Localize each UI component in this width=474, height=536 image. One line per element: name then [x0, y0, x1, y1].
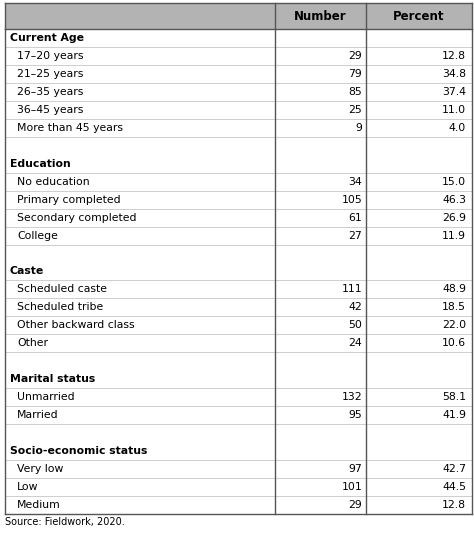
Bar [5, 173, 472, 191]
Text: 37.4: 37.4 [442, 87, 466, 97]
Text: Primary completed: Primary completed [17, 195, 120, 205]
Text: No education: No education [17, 177, 90, 187]
Text: Education: Education [10, 159, 71, 169]
Text: 9: 9 [355, 123, 362, 133]
Bar [5, 209, 472, 227]
Bar [5, 137, 472, 155]
Text: 97: 97 [348, 464, 362, 474]
Text: 26.9: 26.9 [442, 213, 466, 222]
Text: 17–20 years: 17–20 years [17, 51, 83, 61]
Text: 12.8: 12.8 [442, 500, 466, 510]
Bar [5, 65, 472, 83]
Bar [5, 29, 472, 47]
Text: Percent: Percent [393, 10, 445, 23]
Bar [5, 280, 472, 299]
Text: 44.5: 44.5 [442, 482, 466, 492]
Text: 79: 79 [348, 69, 362, 79]
Text: 24: 24 [348, 338, 362, 348]
Text: 48.9: 48.9 [442, 285, 466, 294]
Text: Source: Fieldwork, 2020.: Source: Fieldwork, 2020. [5, 517, 125, 527]
Text: 46.3: 46.3 [442, 195, 466, 205]
Bar [5, 352, 472, 370]
Bar [5, 244, 472, 263]
Text: 26–35 years: 26–35 years [17, 87, 83, 97]
Text: Scheduled caste: Scheduled caste [17, 285, 107, 294]
Bar [5, 227, 472, 244]
Bar [5, 442, 472, 460]
Text: 27: 27 [348, 230, 362, 241]
Text: 15.0: 15.0 [442, 177, 466, 187]
Text: 11.9: 11.9 [442, 230, 466, 241]
Text: 18.5: 18.5 [442, 302, 466, 312]
Text: 36–45 years: 36–45 years [17, 105, 83, 115]
Bar [5, 424, 472, 442]
Text: Current Age: Current Age [10, 33, 84, 43]
Text: 29: 29 [348, 51, 362, 61]
Text: Married: Married [17, 410, 59, 420]
Text: Other: Other [17, 338, 48, 348]
Bar [5, 334, 472, 352]
Text: 12.8: 12.8 [442, 51, 466, 61]
Text: 105: 105 [341, 195, 362, 205]
Text: 22.0: 22.0 [442, 321, 466, 330]
Text: Number: Number [294, 10, 346, 23]
Text: Socio-economic status: Socio-economic status [10, 446, 147, 456]
Text: 58.1: 58.1 [442, 392, 466, 402]
Text: 34.8: 34.8 [442, 69, 466, 79]
Bar [5, 496, 472, 514]
Text: 42: 42 [348, 302, 362, 312]
Text: 4.0: 4.0 [449, 123, 466, 133]
Text: 29: 29 [348, 500, 362, 510]
Text: 111: 111 [341, 285, 362, 294]
Bar [5, 101, 472, 119]
Bar [5, 388, 472, 406]
Bar [5, 299, 472, 316]
Text: 41.9: 41.9 [442, 410, 466, 420]
Bar [5, 47, 472, 65]
Bar [5, 191, 472, 209]
Text: Low: Low [17, 482, 38, 492]
Text: Secondary completed: Secondary completed [17, 213, 137, 222]
Text: More than 45 years: More than 45 years [17, 123, 123, 133]
Bar [5, 83, 472, 101]
Bar [5, 460, 472, 478]
Bar [5, 155, 472, 173]
Text: Other backward class: Other backward class [17, 321, 135, 330]
Text: College: College [17, 230, 58, 241]
Text: Marital status: Marital status [10, 374, 95, 384]
Bar [5, 478, 472, 496]
Text: 95: 95 [348, 410, 362, 420]
Text: 34: 34 [348, 177, 362, 187]
Text: 101: 101 [341, 482, 362, 492]
Text: 11.0: 11.0 [442, 105, 466, 115]
Text: 61: 61 [348, 213, 362, 222]
Text: Very low: Very low [17, 464, 64, 474]
Text: 10.6: 10.6 [442, 338, 466, 348]
Text: 21–25 years: 21–25 years [17, 69, 83, 79]
Bar [5, 263, 472, 280]
Bar [5, 3, 472, 29]
Bar [5, 316, 472, 334]
Text: Caste: Caste [10, 266, 44, 277]
Bar [5, 370, 472, 388]
Bar [5, 119, 472, 137]
Text: 50: 50 [348, 321, 362, 330]
Text: 85: 85 [348, 87, 362, 97]
Text: Scheduled tribe: Scheduled tribe [17, 302, 103, 312]
Text: Medium: Medium [17, 500, 61, 510]
Text: 25: 25 [348, 105, 362, 115]
Text: 42.7: 42.7 [442, 464, 466, 474]
Bar [5, 406, 472, 424]
Text: Unmarried: Unmarried [17, 392, 74, 402]
Text: 132: 132 [341, 392, 362, 402]
